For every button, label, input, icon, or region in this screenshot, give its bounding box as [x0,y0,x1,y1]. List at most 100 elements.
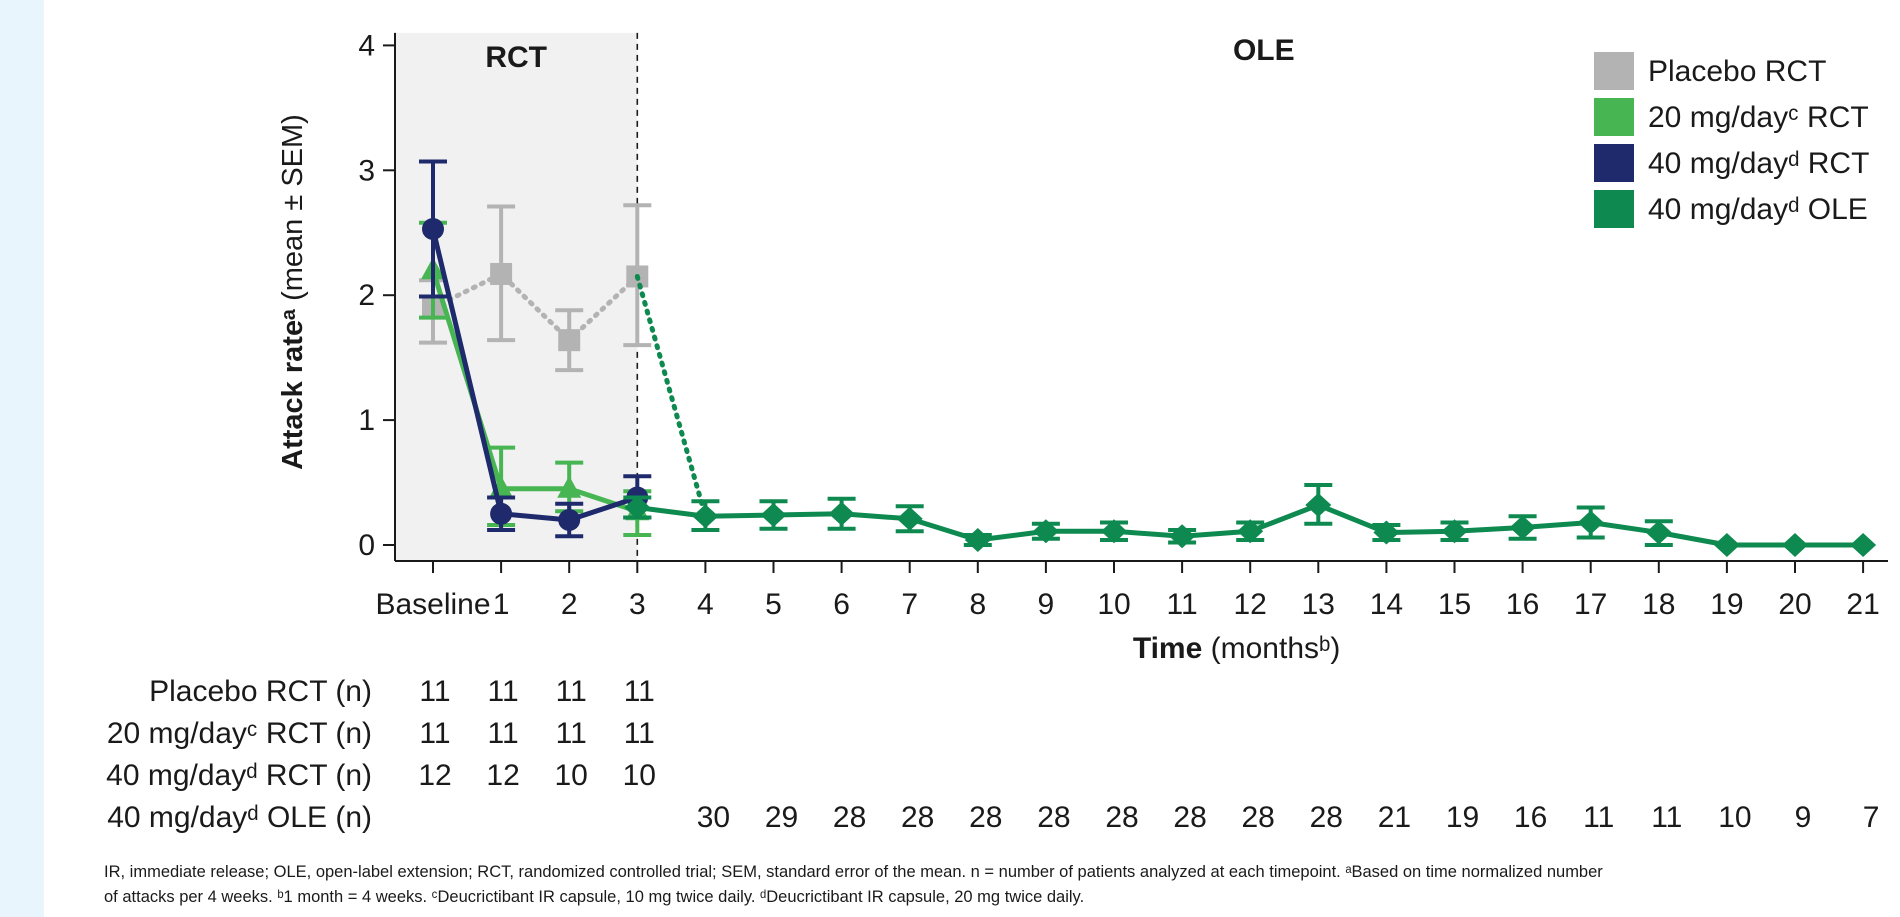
data-point-diamond [1713,533,1740,557]
x-tick-label: 7 [901,588,918,621]
x-axis-title-bold: Time [1133,632,1202,665]
n-table-cell: 11 [556,675,587,708]
series-line [430,271,640,343]
rct-period-label: RCT [485,41,547,74]
legend-label: 20 mg/dayᶜ RCT [1648,101,1869,134]
x-tick-label: 11 [1167,588,1198,621]
n-table-cell: 28 [833,801,866,834]
data-point-diamond [692,504,719,529]
x-tick-label: 8 [969,588,986,621]
n-table-cell: 11 [556,717,587,750]
legend-label: 40 mg/dayᵈ OLE [1648,193,1868,226]
n-table-cell: 11 [419,675,450,708]
x-tick-label: 14 [1370,588,1403,621]
x-axis-title: Time (monthsᵇ) [1133,632,1341,665]
series-line [430,228,639,523]
n-table-row-label: 40 mg/dayᵈ OLE (n) [107,801,372,834]
y-axis-title-bold: Attack rateᵃ [277,309,309,470]
data-point-diamond [964,528,991,553]
n-table-cell: 28 [1242,801,1275,834]
x-tick-label: 1 [493,588,510,621]
legend-label: 40 mg/dayᵈ RCT [1648,147,1869,180]
data-point-square [490,262,513,285]
legend-swatch [1594,52,1634,90]
series-3 [623,273,1877,557]
x-tick-label: 2 [561,588,578,621]
n-table-row-label: 40 mg/dayᵈ RCT (n) [106,759,372,792]
x-tick-label: 12 [1234,588,1267,621]
data-point-diamond [1441,519,1468,544]
y-tick-label: 4 [358,29,375,62]
y-tick-label: 2 [358,279,375,312]
series-bridge-line [634,273,708,519]
n-table-cell: 28 [1105,801,1138,834]
data-point-diamond [1577,510,1604,535]
n-table-cell: 28 [901,801,934,834]
x-tick-label: 15 [1438,588,1471,621]
x-tick-label: Baseline [375,588,490,621]
x-tick-label: 5 [765,588,782,621]
x-tick-label: 19 [1710,588,1743,621]
n-table-cell: 7 [1863,801,1880,834]
x-axis-title-rest: (monthsᵇ) [1202,632,1340,665]
data-point-diamond [1645,520,1672,545]
n-table-cell: 19 [1446,801,1479,834]
x-tick-label: 4 [697,588,714,621]
side-strip [0,0,44,917]
ole-period-label: OLE [1233,34,1295,67]
series-0 [419,203,652,373]
n-table-cell: 30 [697,801,730,834]
n-table-cell: 10 [555,759,588,792]
data-point-circle [490,502,513,525]
n-table-cell: 28 [1037,801,1070,834]
x-tick-label: 21 [1846,588,1879,621]
x-tick-label: 9 [1038,588,1055,621]
legend-swatch [1594,144,1634,182]
data-point-triangle [557,475,582,498]
x-tick-label: 3 [629,588,646,621]
x-tick-label: 20 [1778,588,1811,621]
data-point-square [558,329,581,352]
y-axis-title-rest: (mean ± SEM) [277,114,309,309]
x-tick-label: 13 [1302,588,1335,621]
n-table-cell: 9 [1795,801,1812,834]
y-tick-label: 1 [358,404,375,437]
x-tick-label: 10 [1097,588,1130,621]
legend-label: Placebo RCT [1648,55,1826,88]
n-table-cell: 29 [765,801,798,834]
n-table-cell: 28 [1310,801,1343,834]
n-table-cell: 11 [624,675,655,708]
n-table-cell: 11 [419,717,450,750]
n-table-cell: 28 [1173,801,1206,834]
data-point-diamond [1237,519,1264,544]
data-point-diamond [760,503,787,528]
data-point-diamond [624,495,651,520]
y-tick-label: 3 [358,154,375,187]
y-tick-label: 0 [358,529,375,562]
n-table-cell: 12 [418,759,451,792]
legend-swatch [1594,98,1634,136]
legend-swatch [1594,190,1634,228]
data-point-diamond [1305,493,1332,518]
n-table-cell: 10 [623,759,656,792]
n-table-cell: 11 [1583,801,1614,834]
n-table-cell: 21 [1378,801,1411,834]
data-point-diamond [1509,515,1536,540]
data-point-diamond [1850,533,1877,557]
data-point-diamond [1373,520,1400,545]
x-tick-label: 17 [1574,588,1607,621]
data-point-circle [422,218,444,241]
n-table-row-label: 20 mg/dayᶜ RCT (n) [107,717,372,750]
data-point-diamond [1101,519,1127,544]
y-axis-title: Attack rateᵃ (mean ± SEM) [277,114,309,470]
data-point-diamond [896,506,923,531]
n-table-cell: 16 [1514,801,1547,834]
x-tick-label: 16 [1506,588,1539,621]
data-point-diamond [828,501,855,526]
x-tick-label: 6 [833,588,850,621]
n-table-cell: 12 [486,759,519,792]
n-table-cell: 10 [1718,801,1751,834]
n-table-cell: 11 [488,717,519,750]
n-table-cell: 28 [969,801,1002,834]
